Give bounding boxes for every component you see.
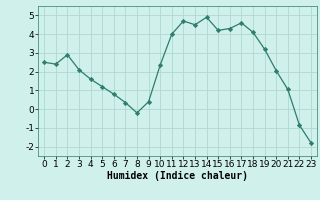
X-axis label: Humidex (Indice chaleur): Humidex (Indice chaleur) [107, 171, 248, 181]
